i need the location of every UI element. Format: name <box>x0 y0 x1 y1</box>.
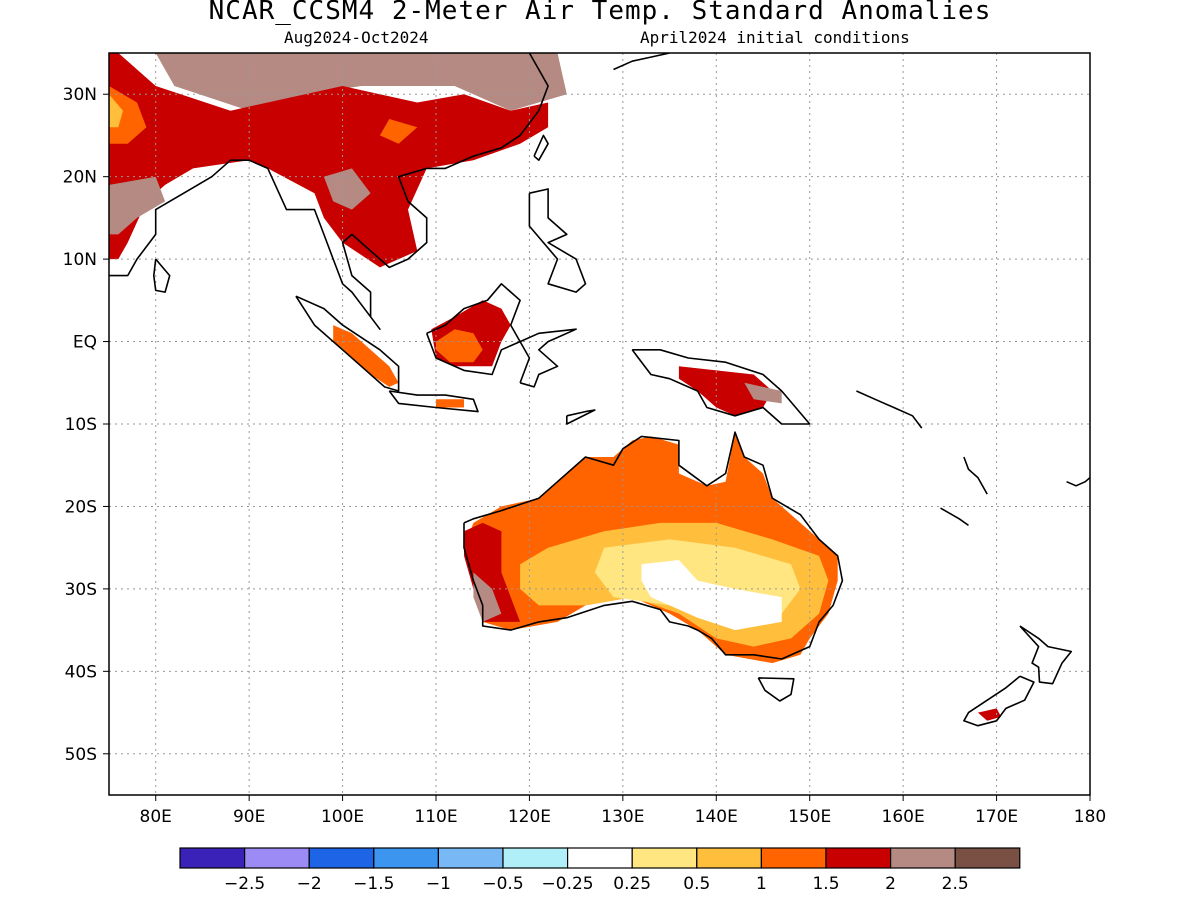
coastline-borneo <box>425 282 521 376</box>
anomaly-region-india-interior <box>109 176 166 235</box>
anomaly-region-indochina <box>323 168 371 210</box>
coastline-tasmania <box>757 677 795 702</box>
lon-tick-label: 180 <box>1074 807 1106 827</box>
lon-tick-label: 150E <box>788 807 831 827</box>
legend-swatch <box>825 847 892 869</box>
lat-tick-label: 10S <box>65 415 97 435</box>
lat-tick-label: 30N <box>63 85 97 105</box>
coastline-sulawesi <box>519 328 577 388</box>
coastline-new-zealand-n <box>1019 625 1073 685</box>
coastline-asia-mainland <box>109 53 549 331</box>
legend-label: −1.5 <box>353 874 394 894</box>
legend-swatch <box>954 847 1021 869</box>
anomaly-region-new-zealand-s <box>977 708 1002 721</box>
legend-label: −1 <box>426 874 451 894</box>
coastline-taiwan <box>533 134 549 161</box>
legend-swatch <box>696 847 762 869</box>
legend-label: 0.5 <box>683 874 710 894</box>
legend-label: 2 <box>885 874 896 894</box>
lon-tick-label: 100E <box>321 807 364 827</box>
legend-label: 2.5 <box>942 874 969 894</box>
anomaly-region-south-se-asia <box>109 53 549 268</box>
legend-swatch <box>566 847 633 869</box>
anomaly-region-india-nw <box>109 86 147 144</box>
init-conditions-subtitle: April2024 initial conditions <box>640 28 910 47</box>
coastline-new-guinea <box>631 348 811 425</box>
coastline-sumatra <box>295 295 400 392</box>
lat-tick-label: 10N <box>63 250 97 270</box>
lon-tick-label: 90E <box>233 807 265 827</box>
coastline-australia <box>463 431 844 660</box>
coastline-solomon-is <box>856 390 923 429</box>
map-background <box>109 53 1090 795</box>
coastline-japan <box>613 53 670 71</box>
lat-tick-label: EQ <box>73 333 97 353</box>
legend-label: 0.25 <box>613 874 651 894</box>
anomaly-region-australia-sw <box>473 572 502 622</box>
coastline-fiji <box>1066 476 1090 487</box>
legend-label: 1 <box>756 874 767 894</box>
lat-tick-label: 50S <box>65 745 97 765</box>
legend-swatch <box>760 847 827 869</box>
lat-tick-label: 20S <box>65 497 97 517</box>
coastline-vanuatu <box>963 456 988 495</box>
coastline-luzon-philippines <box>528 188 587 293</box>
lon-tick-label: 110E <box>414 807 457 827</box>
anomaly-region-java <box>436 399 464 408</box>
lon-tick-label: 160E <box>882 807 925 827</box>
coastline-java <box>388 390 479 413</box>
lat-tick-label: 20N <box>63 168 97 188</box>
lat-tick-label: 40S <box>65 662 97 682</box>
anomaly-region-new-guinea <box>678 366 773 416</box>
lon-tick-label: 170E <box>975 807 1018 827</box>
anomaly-region-sumatra <box>333 325 399 387</box>
lon-tick-label: 130E <box>601 807 644 827</box>
coastline-sri-lanka <box>153 258 171 293</box>
coastline-timor <box>565 409 596 425</box>
legend-swatch <box>308 847 375 869</box>
lon-tick-label: 120E <box>508 807 551 827</box>
legend-swatch <box>244 847 310 869</box>
legend-swatch <box>502 847 569 869</box>
legend-label: −2.5 <box>224 874 265 894</box>
legend-swatch <box>889 847 956 869</box>
coastline-new-zealand-s <box>963 675 1035 727</box>
anomaly-region-tibet-china <box>155 53 567 111</box>
legend-label: −2 <box>297 874 322 894</box>
anomaly-region-china-se <box>379 119 418 144</box>
anomaly-region-india-nw-core <box>109 94 123 128</box>
legend-swatch <box>373 847 439 869</box>
anomaly-region-new-guinea-e <box>744 382 782 404</box>
lon-tick-label: 140E <box>695 807 738 827</box>
period-subtitle: Aug2024-Oct2024 <box>284 28 429 47</box>
legend-label: −0.5 <box>482 874 523 894</box>
legend-swatch <box>179 847 246 869</box>
legend-label: 1.5 <box>812 874 839 894</box>
anomaly-region-borneo-core <box>436 329 483 363</box>
map-title: NCAR_CCSM4 2-Meter Air Temp. Standard An… <box>208 0 992 26</box>
lon-tick-label: 80E <box>140 807 172 827</box>
legend-label: −0.25 <box>542 874 594 894</box>
legend-swatch <box>437 847 504 869</box>
coastline-new-caledonia <box>940 507 969 527</box>
legend-swatch <box>631 847 698 869</box>
lat-tick-label: 30S <box>65 580 97 600</box>
anomaly-region-australia-core <box>641 560 782 631</box>
